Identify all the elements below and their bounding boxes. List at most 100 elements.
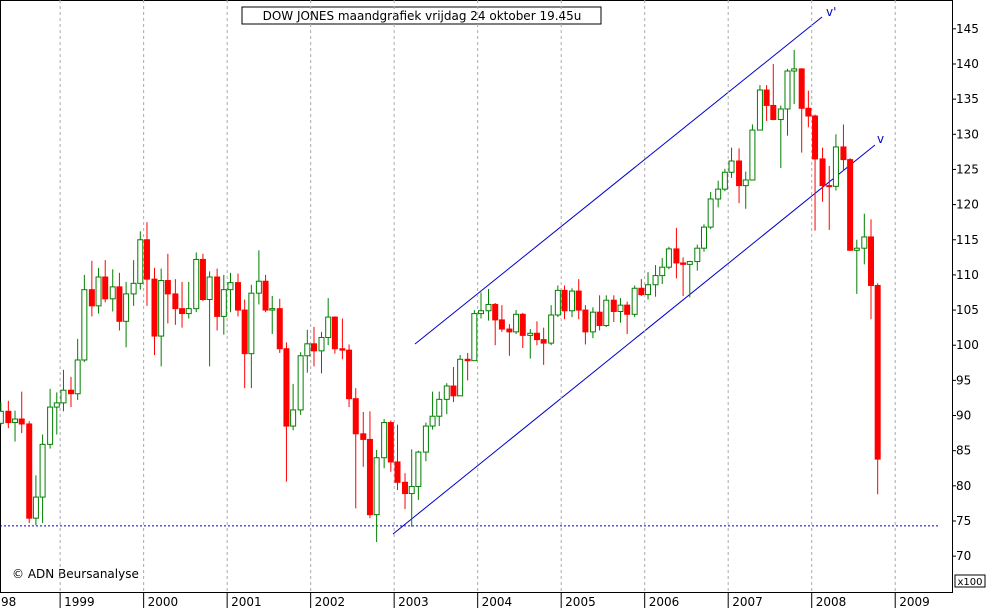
candle-body: [513, 313, 520, 333]
y-tick-label: 95: [956, 373, 971, 387]
x-tick-label: 2009: [899, 595, 930, 609]
y-tick-label: 110: [956, 268, 979, 282]
candle-body: [784, 70, 791, 110]
x-tick-label: 2004: [482, 595, 513, 609]
candle-body: [381, 422, 388, 459]
candle-body: [151, 278, 158, 337]
candle-body: [402, 481, 409, 495]
candle-body: [235, 282, 241, 311]
copyright: © ADN Beursanalyse: [12, 567, 139, 581]
candle-body: [5, 410, 12, 424]
candle-body: [832, 146, 839, 187]
candle-body: [728, 160, 735, 173]
candle-body: [742, 179, 749, 187]
x-tick-label: 2005: [565, 595, 596, 609]
candle-body: [853, 247, 860, 251]
x-tick-label: 2001: [231, 595, 262, 609]
annotation: v: [877, 132, 884, 146]
candle-body: [47, 406, 54, 445]
candle-body: [770, 104, 777, 121]
candle-body: [283, 348, 290, 427]
candle-body: [665, 248, 672, 268]
candle-body: [826, 185, 833, 188]
candle-body: [95, 276, 102, 307]
annotation: v': [826, 5, 836, 19]
y-tick-label: 130: [956, 127, 979, 141]
candle-body: [164, 280, 171, 295]
candle-body: [137, 239, 144, 284]
candle-body: [123, 293, 130, 322]
candle-body: [360, 433, 367, 440]
candle-body: [874, 284, 881, 460]
trend-line: [414, 16, 823, 345]
candle-body: [686, 261, 693, 265]
candle-body: [659, 266, 666, 277]
candle-body: [352, 398, 359, 435]
candle-body: [589, 311, 596, 333]
unit-box: [954, 574, 986, 588]
candle-body: [18, 418, 25, 425]
candle-body: [617, 304, 624, 312]
candle-body: [749, 129, 756, 181]
y-tick-label: 125: [956, 162, 979, 176]
candle-body: [415, 451, 422, 488]
title-box: [241, 6, 602, 25]
candle-body: [540, 339, 547, 344]
candle-body: [339, 348, 346, 351]
candle-body: [185, 308, 192, 315]
candle-body: [32, 496, 39, 519]
candle-body: [304, 343, 311, 357]
candle-body: [561, 289, 568, 312]
x-tick-label: 2000: [148, 595, 179, 609]
y-tick-label: 75: [956, 514, 971, 528]
candle-body: [429, 415, 436, 427]
candle-body: [158, 280, 165, 337]
candle-body: [548, 314, 555, 344]
candle-body: [798, 68, 805, 109]
candle-body: [67, 389, 74, 395]
candle-body: [638, 287, 645, 296]
candle-body: [346, 349, 353, 400]
y-tick-label: 120: [956, 198, 979, 212]
candle-body: [603, 299, 610, 327]
candle-body: [506, 328, 513, 333]
candle-body: [297, 355, 304, 411]
candle-body: [519, 313, 526, 336]
candle-body: [631, 287, 638, 315]
chart-title: DOW JONES maandgrafiek vrijdag 24 oktobe…: [263, 9, 582, 23]
candle-body: [436, 398, 443, 417]
candle-body: [318, 336, 325, 352]
candle-body: [387, 422, 394, 463]
candle-body: [39, 443, 46, 498]
candle-body: [88, 289, 95, 307]
candle-body: [220, 289, 227, 317]
candle-body: [694, 247, 701, 263]
candle-body: [492, 303, 499, 321]
candle-body: [596, 311, 603, 327]
candle-body: [109, 286, 116, 300]
y-tick-label: 90: [956, 409, 971, 423]
candle-body: [721, 171, 728, 190]
candle-body: [248, 292, 255, 355]
candle-body: [533, 332, 540, 341]
candle-body: [777, 108, 784, 121]
y-tick-label: 115: [956, 233, 979, 247]
candle-body: [736, 160, 743, 187]
y-tick-label: 105: [956, 303, 979, 317]
candle-body: [840, 146, 847, 161]
candle-body: [276, 308, 283, 350]
candle-body: [116, 286, 123, 322]
candle-body: [652, 275, 659, 286]
y-tick-label: 100: [956, 338, 979, 352]
candle-body: [255, 280, 262, 294]
candle-body: [310, 343, 317, 352]
candle-body: [443, 385, 450, 400]
candle-body: [290, 409, 297, 427]
candle-body: [199, 258, 206, 301]
candle-body: [610, 299, 617, 312]
candle-body: [485, 303, 492, 312]
y-tick-label: 85: [956, 444, 971, 458]
x-tick-label: 2006: [649, 595, 680, 609]
candle-body: [707, 198, 714, 228]
candle-body: [471, 313, 478, 362]
